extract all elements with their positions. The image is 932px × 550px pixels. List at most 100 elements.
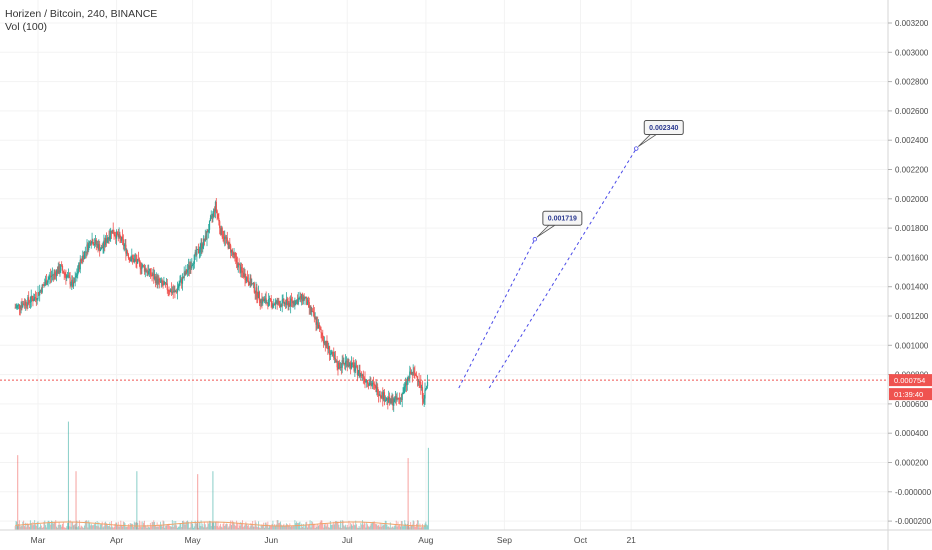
price-axis[interactable]: 0.003200 0.003000 0.002800 0.002600 0.002400…	[887, 0, 932, 550]
candle-body	[361, 373, 363, 376]
candle-body	[136, 261, 138, 264]
volume-bar	[311, 521, 313, 530]
candle-body	[382, 392, 384, 400]
volume-spike	[427, 447, 429, 530]
volume-bar	[350, 522, 352, 530]
candle-body	[349, 362, 351, 366]
volume-bar	[171, 526, 173, 530]
candle-body	[372, 382, 374, 385]
candle-body	[284, 302, 287, 305]
candle-body	[15, 307, 17, 309]
callout-box[interactable]	[542, 210, 583, 226]
candle-body	[202, 246, 204, 249]
volume-bar	[305, 522, 307, 530]
volume-bar	[406, 524, 408, 530]
candle-body	[312, 311, 315, 313]
price-tick-label: -0.000000	[895, 488, 932, 497]
candle-body	[260, 299, 262, 304]
candle-body	[347, 364, 349, 367]
volume-pane	[14, 421, 429, 530]
price-tick-label: 0.000600	[895, 400, 929, 409]
projection-endpoint[interactable]	[634, 146, 639, 151]
candle-body	[143, 266, 146, 272]
candle-body	[396, 397, 398, 400]
volume-bar	[246, 523, 248, 530]
candle-body	[181, 279, 183, 284]
volume-bar	[399, 524, 401, 530]
candle-body	[164, 282, 167, 285]
candle-body	[137, 258, 139, 264]
price-tick-label: 0.000200	[895, 459, 929, 468]
volume-bar	[238, 522, 240, 530]
volume-bar	[328, 527, 330, 530]
volume-bar	[85, 520, 87, 530]
candle-body	[119, 233, 121, 238]
candle-body	[283, 299, 285, 305]
volume-bar	[225, 523, 227, 530]
volume-bar	[234, 524, 236, 530]
candle-body	[47, 279, 49, 283]
candle-body	[297, 298, 299, 304]
candle-body	[66, 276, 68, 279]
projection-endpoint[interactable]	[532, 237, 538, 242]
candle-body	[80, 259, 82, 261]
candle-body	[227, 241, 229, 249]
volume-bar	[147, 524, 149, 530]
volume-bar	[103, 526, 105, 530]
volume-bar	[47, 520, 49, 530]
candle-body	[256, 287, 258, 298]
volume-bar	[281, 526, 283, 530]
price-tick-label: 0.001200	[895, 312, 929, 321]
time-axis[interactable]: Mar Apr May Jun Jul Aug Sep Oct 21	[0, 529, 932, 545]
price-tick-label: 0.002200	[895, 166, 929, 175]
candle-body	[363, 378, 365, 380]
volume-bar	[77, 527, 79, 530]
candle-body	[55, 273, 57, 277]
candle-body	[189, 265, 191, 270]
volume-bar	[231, 520, 233, 530]
volume-bar	[257, 527, 259, 530]
volume-bar	[195, 523, 197, 530]
volume-bar	[101, 521, 103, 530]
candle-body	[162, 283, 164, 286]
volume-bar	[63, 527, 65, 530]
volume-bar	[247, 525, 249, 530]
candle-body	[263, 299, 266, 302]
candle-body	[107, 237, 109, 240]
candle-body	[152, 273, 154, 276]
candle-body	[85, 251, 87, 253]
projection-line[interactable]	[458, 238, 536, 389]
volume-bar	[345, 524, 347, 530]
candle-body	[37, 292, 39, 300]
candle-body	[58, 266, 60, 273]
volume-bar	[40, 525, 42, 530]
price-tick-label: 0.002800	[895, 78, 929, 87]
callout-box[interactable]	[643, 120, 684, 136]
candle-body	[230, 245, 232, 253]
volume-bar	[175, 521, 177, 530]
volume-bar	[138, 520, 140, 530]
candle-body	[424, 389, 426, 399]
volume-bar	[393, 527, 395, 530]
volume-bar	[52, 523, 54, 530]
candle-body	[36, 299, 38, 300]
projection-line[interactable]	[488, 148, 637, 389]
projection-lines[interactable]: 0.001719 0.002340	[458, 120, 684, 389]
volume-bar	[113, 527, 115, 530]
candle-body	[224, 236, 226, 240]
candle-body	[352, 362, 354, 365]
volume-bar	[100, 524, 102, 530]
volume-bar	[291, 525, 292, 530]
volume-bar	[332, 524, 334, 530]
volume-bar	[94, 522, 96, 530]
candle-body	[306, 297, 308, 305]
volume-bar	[48, 520, 50, 530]
volume-bar	[192, 523, 194, 530]
callout-label: 0.001719	[548, 216, 577, 223]
candle-body	[358, 369, 360, 374]
candle-body	[259, 300, 261, 304]
candle-body	[258, 291, 260, 301]
candle-body	[248, 282, 250, 286]
volume-bar	[148, 526, 150, 530]
